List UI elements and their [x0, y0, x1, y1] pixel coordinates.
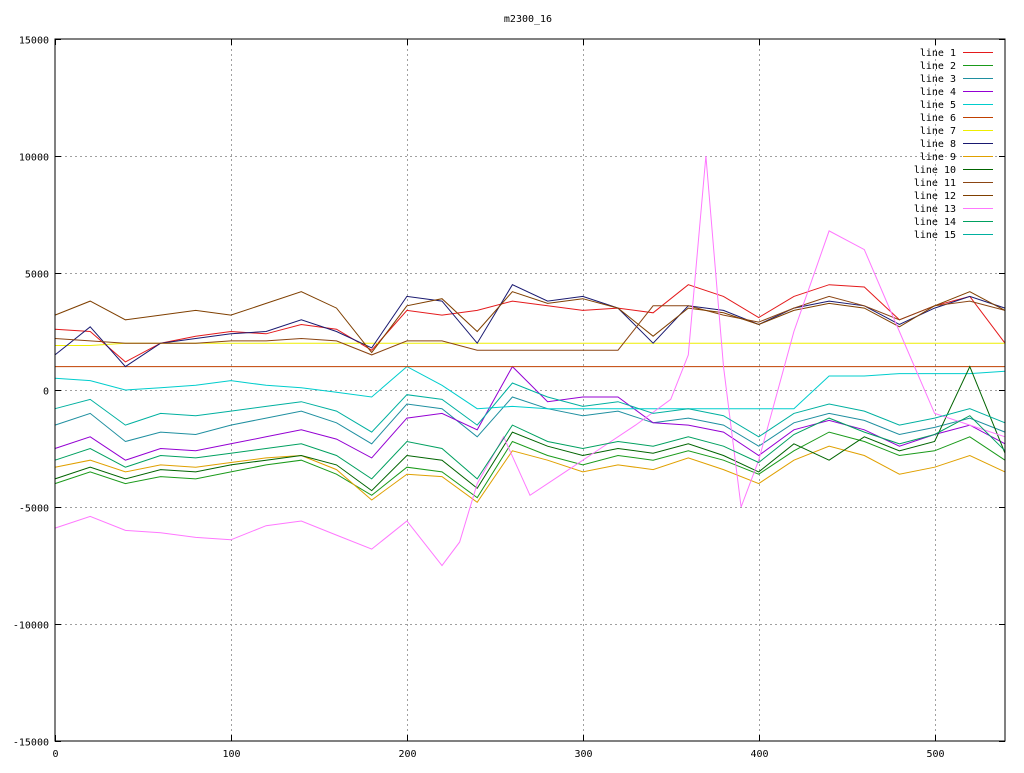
y-tick-label: -5000 — [19, 504, 49, 515]
y-tick-label: 5000 — [25, 270, 49, 281]
legend-label: line 13 — [914, 204, 956, 215]
legend: line 1 line 2 line 3 line 4 line 5 line 6 line… — [914, 48, 993, 241]
series-line-5 — [54, 365, 1006, 410]
series-line-4 — [54, 365, 1006, 461]
series-line-1 — [54, 284, 1006, 363]
legend-label: line 8 — [920, 139, 956, 150]
chart-title: m2300_16 — [504, 14, 552, 25]
legend-label: line 11 — [914, 178, 956, 189]
legend-label: line 12 — [914, 191, 956, 202]
y-tick-label: -15000 — [13, 738, 49, 749]
series-line-9 — [54, 445, 1006, 504]
legend-label: line 1 — [920, 48, 956, 59]
legend-label: line 6 — [920, 113, 956, 124]
series-line-7 — [55, 342, 1005, 346]
x-tick-label: 0 — [52, 749, 58, 760]
x-tick-label: 200 — [398, 749, 416, 760]
x-tick-label: 300 — [574, 749, 592, 760]
series-line-8 — [54, 284, 1006, 368]
legend-label: line 14 — [914, 217, 956, 228]
y-tick-label: 15000 — [19, 36, 49, 47]
series-line-3 — [54, 396, 1006, 447]
series-line-11 — [54, 295, 1006, 356]
series-line-2 — [54, 431, 1006, 499]
series-line-15 — [54, 382, 1006, 438]
plot-frame — [54, 38, 1006, 742]
legend-label: line 5 — [920, 100, 956, 111]
legend-label: line 2 — [920, 61, 956, 72]
series-line-14 — [54, 415, 1006, 480]
legend-label: line 3 — [920, 74, 956, 85]
legend-label: line 4 — [920, 87, 956, 98]
y-tick-label: 0 — [43, 387, 49, 398]
y-tick-label: -10000 — [13, 621, 49, 632]
legend-label: line 15 — [914, 230, 956, 241]
series-line-13 — [54, 155, 1006, 567]
series-line-10 — [54, 365, 1006, 492]
series-line-12 — [54, 291, 1006, 354]
axis-ticks: 0 100 200 300 400 500 -15000 -10000 -5000 0 5000 10… — [13, 36, 1005, 760]
x-tick-label: 500 — [926, 749, 944, 760]
legend-label: line 9 — [920, 152, 956, 163]
y-tick-label: 10000 — [19, 153, 49, 164]
x-tick-label: 100 — [222, 749, 240, 760]
x-tick-label: 400 — [750, 749, 768, 760]
series-group — [54, 155, 1006, 567]
legend-label: line 10 — [914, 165, 956, 176]
legend-label: line 7 — [920, 126, 956, 137]
